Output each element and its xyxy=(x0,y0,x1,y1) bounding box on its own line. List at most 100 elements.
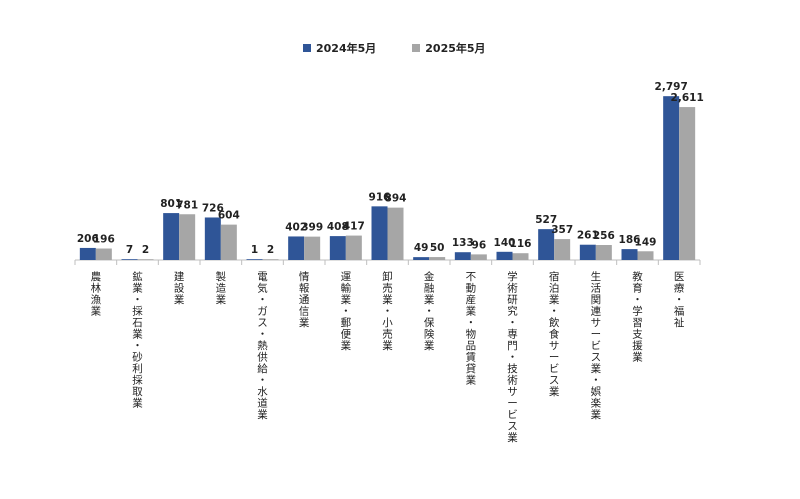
category-label-char: 気 xyxy=(257,282,268,295)
data-label-2025: 399 xyxy=(301,222,323,234)
category-label-char: ス xyxy=(591,352,602,364)
category-label-char: 門 xyxy=(507,340,518,352)
data-label-2025: 196 xyxy=(93,234,115,246)
bar-2025 xyxy=(470,254,487,260)
category-label-char: 賃 xyxy=(466,351,477,364)
bar-2024 xyxy=(329,236,346,260)
bar-2024 xyxy=(163,213,180,260)
data-label-2025: 116 xyxy=(510,238,532,250)
bar-2024 xyxy=(621,249,638,260)
bar-2024 xyxy=(454,252,471,260)
category-label-char: 電 xyxy=(257,271,268,283)
category-label-char: 鉱 xyxy=(132,270,143,283)
category-label-char: 関 xyxy=(591,294,602,306)
data-label-2024: 133 xyxy=(452,237,474,249)
category-label-char: 輸 xyxy=(341,282,352,295)
category-label-char: 泊 xyxy=(549,283,560,295)
data-label-2024: 186 xyxy=(619,234,641,246)
bar-2025 xyxy=(637,251,654,260)
category-label-char: ビ xyxy=(549,363,560,375)
data-label-2025: 256 xyxy=(593,230,615,242)
category-label-char: 業 xyxy=(507,431,518,444)
category-label-char: 取 xyxy=(132,386,143,398)
category-label-char: ・ xyxy=(591,375,602,387)
category-label-char: 宿 xyxy=(549,270,560,283)
category-label-char: 楽 xyxy=(591,397,602,410)
data-label-2024: 527 xyxy=(535,214,557,226)
category-label-char: 学 xyxy=(507,270,518,283)
bar-2025 xyxy=(512,253,529,260)
bar-2025 xyxy=(679,107,696,260)
category-label-char: 飲 xyxy=(549,316,560,329)
category-label-char: 設 xyxy=(174,282,185,295)
category-label-char: ・ xyxy=(549,306,560,318)
data-label-2025: 2 xyxy=(142,244,149,256)
data-label-2024: 1 xyxy=(251,244,258,256)
category-label-char: ・ xyxy=(382,306,393,318)
category-label-char: 生 xyxy=(591,270,602,283)
category-label-char: 農 xyxy=(91,270,102,283)
category-label-char: サ xyxy=(549,340,560,352)
data-label-2025: 417 xyxy=(343,221,365,233)
bar-2024 xyxy=(204,217,221,260)
category-label-char: 業 xyxy=(424,339,435,352)
category-label-char: 貸 xyxy=(466,362,477,375)
legend: 2024年5月 2025年5月 xyxy=(303,40,486,56)
category-label-char: 術 xyxy=(507,374,518,387)
category-label-char: 業 xyxy=(132,397,143,410)
category-label-char: 学 xyxy=(632,305,643,318)
category-label-char: 不 xyxy=(466,271,477,283)
data-label-2025: 781 xyxy=(176,199,198,211)
category-label-char: 報 xyxy=(299,283,310,295)
bar-2024 xyxy=(538,229,555,260)
category-label-char: 祉 xyxy=(674,317,685,329)
category-label-char: 業 xyxy=(216,293,227,306)
bar-2024 xyxy=(246,259,263,260)
data-label-2025: 2,611 xyxy=(671,92,704,104)
category-label-char: ガ xyxy=(257,306,268,318)
category-label-char: 熱 xyxy=(257,339,268,352)
category-label-char: 術 xyxy=(507,282,518,295)
category-label-char: ・ xyxy=(424,306,435,318)
category-label-char: ・ xyxy=(257,294,268,306)
bar-2024 xyxy=(579,244,596,260)
category-label-char: 食 xyxy=(549,328,560,341)
category-label-char: サ xyxy=(507,386,518,398)
category-label-char: 利 xyxy=(132,363,143,375)
category-label-char: 習 xyxy=(632,317,643,329)
data-label-2024: 206 xyxy=(77,233,99,245)
category-label-char: 連 xyxy=(591,305,602,318)
category-label-char: 製 xyxy=(216,270,227,283)
bar-2024 xyxy=(371,206,388,260)
category-label-char: ビ xyxy=(507,409,518,421)
category-label-char: 教 xyxy=(632,270,643,283)
category-label-char: 福 xyxy=(674,305,685,318)
category-label-char: 業 xyxy=(591,362,602,375)
category-label-char: ー xyxy=(549,352,560,364)
bar-2024 xyxy=(121,259,138,260)
category-label-char: ス xyxy=(507,421,518,433)
category-label-char: ・ xyxy=(257,375,268,387)
category-label-char: 保 xyxy=(424,316,435,329)
category-label-char: 業 xyxy=(174,293,185,306)
category-label-char: 水 xyxy=(257,386,268,398)
category-label-char: ・ xyxy=(132,340,143,352)
bar-2025 xyxy=(137,259,154,260)
bar-2024 xyxy=(663,96,680,260)
category-label-char: 技 xyxy=(507,362,518,375)
data-label-2024: 261 xyxy=(577,230,599,242)
category-label-char: 動 xyxy=(466,282,477,295)
data-label-2024: 2,797 xyxy=(655,81,688,93)
data-label-2024: 49 xyxy=(414,242,429,254)
data-label-2025: 894 xyxy=(385,193,407,205)
category-label-char: 採 xyxy=(132,305,143,318)
category-label-char: ・ xyxy=(132,294,143,306)
bar-2025 xyxy=(304,236,321,260)
legend-label-2025: 2025年5月 xyxy=(425,42,486,55)
bar-2025 xyxy=(345,235,362,260)
category-label-char: 漁 xyxy=(91,293,102,306)
bar-2024 xyxy=(413,257,430,260)
data-label-2025: 149 xyxy=(635,236,657,248)
category-label-char: 支 xyxy=(632,329,643,341)
